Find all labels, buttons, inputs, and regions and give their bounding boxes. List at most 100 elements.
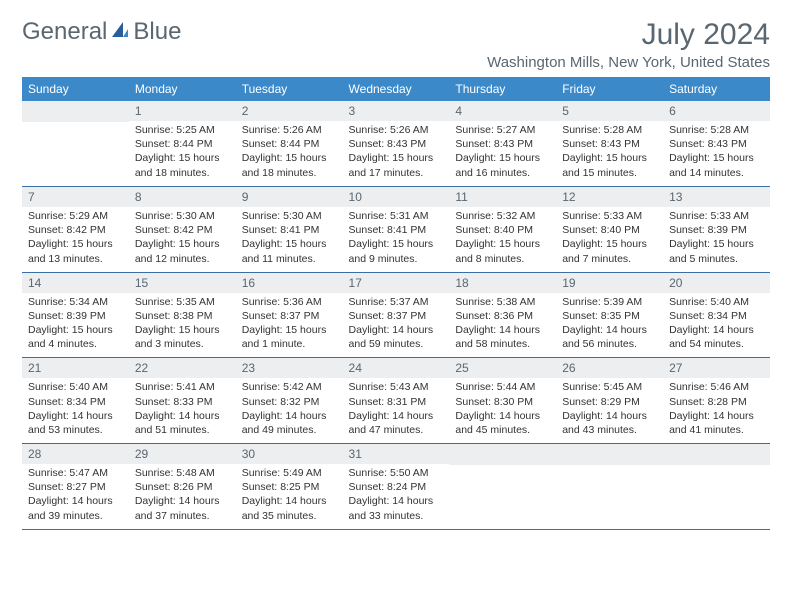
- day-cell: 24Sunrise: 5:43 AMSunset: 8:31 PMDayligh…: [343, 358, 450, 444]
- day-cell: 12Sunrise: 5:33 AMSunset: 8:40 PMDayligh…: [556, 187, 663, 273]
- day-number: 30: [236, 444, 343, 464]
- day-cell: 8Sunrise: 5:30 AMSunset: 8:42 PMDaylight…: [129, 187, 236, 273]
- day-number: 6: [663, 101, 770, 121]
- sunset-line: Sunset: 8:37 PM: [349, 309, 444, 323]
- day-cell: [22, 101, 129, 187]
- day-number: 15: [129, 273, 236, 293]
- sunset-line: Sunset: 8:40 PM: [562, 223, 657, 237]
- weekday-header: Wednesday: [343, 77, 450, 101]
- sunrise-line: Sunrise: 5:30 AM: [242, 209, 337, 223]
- day-number: 23: [236, 358, 343, 378]
- sunset-line: Sunset: 8:37 PM: [242, 309, 337, 323]
- daylight-line: Daylight: 15 hours and 1 minute.: [242, 323, 337, 351]
- daylight-line: Daylight: 15 hours and 11 minutes.: [242, 237, 337, 265]
- sunrise-line: Sunrise: 5:36 AM: [242, 295, 337, 309]
- daylight-line: Daylight: 14 hours and 54 minutes.: [669, 323, 764, 351]
- day-cell: 7Sunrise: 5:29 AMSunset: 8:42 PMDaylight…: [22, 187, 129, 273]
- calendar-table: SundayMondayTuesdayWednesdayThursdayFrid…: [22, 77, 770, 530]
- day-number: 3: [343, 101, 450, 121]
- sunrise-line: Sunrise: 5:33 AM: [562, 209, 657, 223]
- sunset-line: Sunset: 8:35 PM: [562, 309, 657, 323]
- sunrise-line: Sunrise: 5:31 AM: [349, 209, 444, 223]
- day-body: Sunrise: 5:30 AMSunset: 8:41 PMDaylight:…: [236, 207, 343, 272]
- day-number: 20: [663, 273, 770, 293]
- daylight-line: Daylight: 15 hours and 18 minutes.: [135, 151, 230, 179]
- day-number-empty: [449, 444, 556, 465]
- sunrise-line: Sunrise: 5:42 AM: [242, 380, 337, 394]
- sunset-line: Sunset: 8:43 PM: [669, 137, 764, 151]
- day-number: 8: [129, 187, 236, 207]
- day-cell: 28Sunrise: 5:47 AMSunset: 8:27 PMDayligh…: [22, 444, 129, 530]
- sunset-line: Sunset: 8:31 PM: [349, 395, 444, 409]
- sunrise-line: Sunrise: 5:41 AM: [135, 380, 230, 394]
- day-number: 14: [22, 273, 129, 293]
- sunrise-line: Sunrise: 5:40 AM: [669, 295, 764, 309]
- sunrise-line: Sunrise: 5:25 AM: [135, 123, 230, 137]
- sunset-line: Sunset: 8:43 PM: [562, 137, 657, 151]
- day-cell: 20Sunrise: 5:40 AMSunset: 8:34 PMDayligh…: [663, 272, 770, 358]
- weekday-header: Friday: [556, 77, 663, 101]
- day-body: Sunrise: 5:30 AMSunset: 8:42 PMDaylight:…: [129, 207, 236, 272]
- day-body: Sunrise: 5:44 AMSunset: 8:30 PMDaylight:…: [449, 378, 556, 443]
- daylight-line: Daylight: 14 hours and 41 minutes.: [669, 409, 764, 437]
- day-number: 31: [343, 444, 450, 464]
- sunset-line: Sunset: 8:43 PM: [349, 137, 444, 151]
- day-number: 29: [129, 444, 236, 464]
- sunrise-line: Sunrise: 5:49 AM: [242, 466, 337, 480]
- daylight-line: Daylight: 15 hours and 8 minutes.: [455, 237, 550, 265]
- sunrise-line: Sunrise: 5:28 AM: [562, 123, 657, 137]
- sunrise-line: Sunrise: 5:45 AM: [562, 380, 657, 394]
- day-cell: 22Sunrise: 5:41 AMSunset: 8:33 PMDayligh…: [129, 358, 236, 444]
- day-number: 27: [663, 358, 770, 378]
- day-cell: 10Sunrise: 5:31 AMSunset: 8:41 PMDayligh…: [343, 187, 450, 273]
- daylight-line: Daylight: 14 hours and 33 minutes.: [349, 494, 444, 522]
- daylight-line: Daylight: 15 hours and 9 minutes.: [349, 237, 444, 265]
- day-number: 21: [22, 358, 129, 378]
- day-cell: [556, 444, 663, 530]
- day-number-empty: [22, 101, 129, 122]
- day-number: 7: [22, 187, 129, 207]
- header-right: July 2024 Washington Mills, New York, Un…: [487, 18, 770, 71]
- sunset-line: Sunset: 8:28 PM: [669, 395, 764, 409]
- day-cell: 9Sunrise: 5:30 AMSunset: 8:41 PMDaylight…: [236, 187, 343, 273]
- daylight-line: Daylight: 14 hours and 45 minutes.: [455, 409, 550, 437]
- sunset-line: Sunset: 8:43 PM: [455, 137, 550, 151]
- day-body: Sunrise: 5:40 AMSunset: 8:34 PMDaylight:…: [663, 293, 770, 358]
- daylight-line: Daylight: 15 hours and 4 minutes.: [28, 323, 123, 351]
- day-number: 17: [343, 273, 450, 293]
- day-body: Sunrise: 5:35 AMSunset: 8:38 PMDaylight:…: [129, 293, 236, 358]
- location: Washington Mills, New York, United State…: [487, 54, 770, 71]
- sunrise-line: Sunrise: 5:40 AM: [28, 380, 123, 394]
- day-cell: 26Sunrise: 5:45 AMSunset: 8:29 PMDayligh…: [556, 358, 663, 444]
- day-number: 18: [449, 273, 556, 293]
- day-body: Sunrise: 5:25 AMSunset: 8:44 PMDaylight:…: [129, 121, 236, 186]
- sunrise-line: Sunrise: 5:33 AM: [669, 209, 764, 223]
- day-number: 16: [236, 273, 343, 293]
- logo-sail-icon: [109, 19, 131, 46]
- sunset-line: Sunset: 8:33 PM: [135, 395, 230, 409]
- daylight-line: Daylight: 14 hours and 49 minutes.: [242, 409, 337, 437]
- daylight-line: Daylight: 14 hours and 35 minutes.: [242, 494, 337, 522]
- day-body: Sunrise: 5:33 AMSunset: 8:40 PMDaylight:…: [556, 207, 663, 272]
- day-cell: 14Sunrise: 5:34 AMSunset: 8:39 PMDayligh…: [22, 272, 129, 358]
- weekday-header: Sunday: [22, 77, 129, 101]
- day-cell: 1Sunrise: 5:25 AMSunset: 8:44 PMDaylight…: [129, 101, 236, 187]
- month-title: July 2024: [487, 18, 770, 52]
- day-number: 11: [449, 187, 556, 207]
- day-number: 26: [556, 358, 663, 378]
- sunset-line: Sunset: 8:29 PM: [562, 395, 657, 409]
- day-body: Sunrise: 5:39 AMSunset: 8:35 PMDaylight:…: [556, 293, 663, 358]
- day-body: Sunrise: 5:47 AMSunset: 8:27 PMDaylight:…: [22, 464, 129, 529]
- day-body: Sunrise: 5:34 AMSunset: 8:39 PMDaylight:…: [22, 293, 129, 358]
- daylight-line: Daylight: 15 hours and 16 minutes.: [455, 151, 550, 179]
- sunrise-line: Sunrise: 5:29 AM: [28, 209, 123, 223]
- day-body: Sunrise: 5:40 AMSunset: 8:34 PMDaylight:…: [22, 378, 129, 443]
- day-cell: 29Sunrise: 5:48 AMSunset: 8:26 PMDayligh…: [129, 444, 236, 530]
- header: General Blue July 2024 Washington Mills,…: [22, 18, 770, 71]
- week-row: 21Sunrise: 5:40 AMSunset: 8:34 PMDayligh…: [22, 358, 770, 444]
- day-body-empty: [556, 465, 663, 529]
- sunset-line: Sunset: 8:25 PM: [242, 480, 337, 494]
- day-number: 28: [22, 444, 129, 464]
- sunset-line: Sunset: 8:36 PM: [455, 309, 550, 323]
- day-cell: 21Sunrise: 5:40 AMSunset: 8:34 PMDayligh…: [22, 358, 129, 444]
